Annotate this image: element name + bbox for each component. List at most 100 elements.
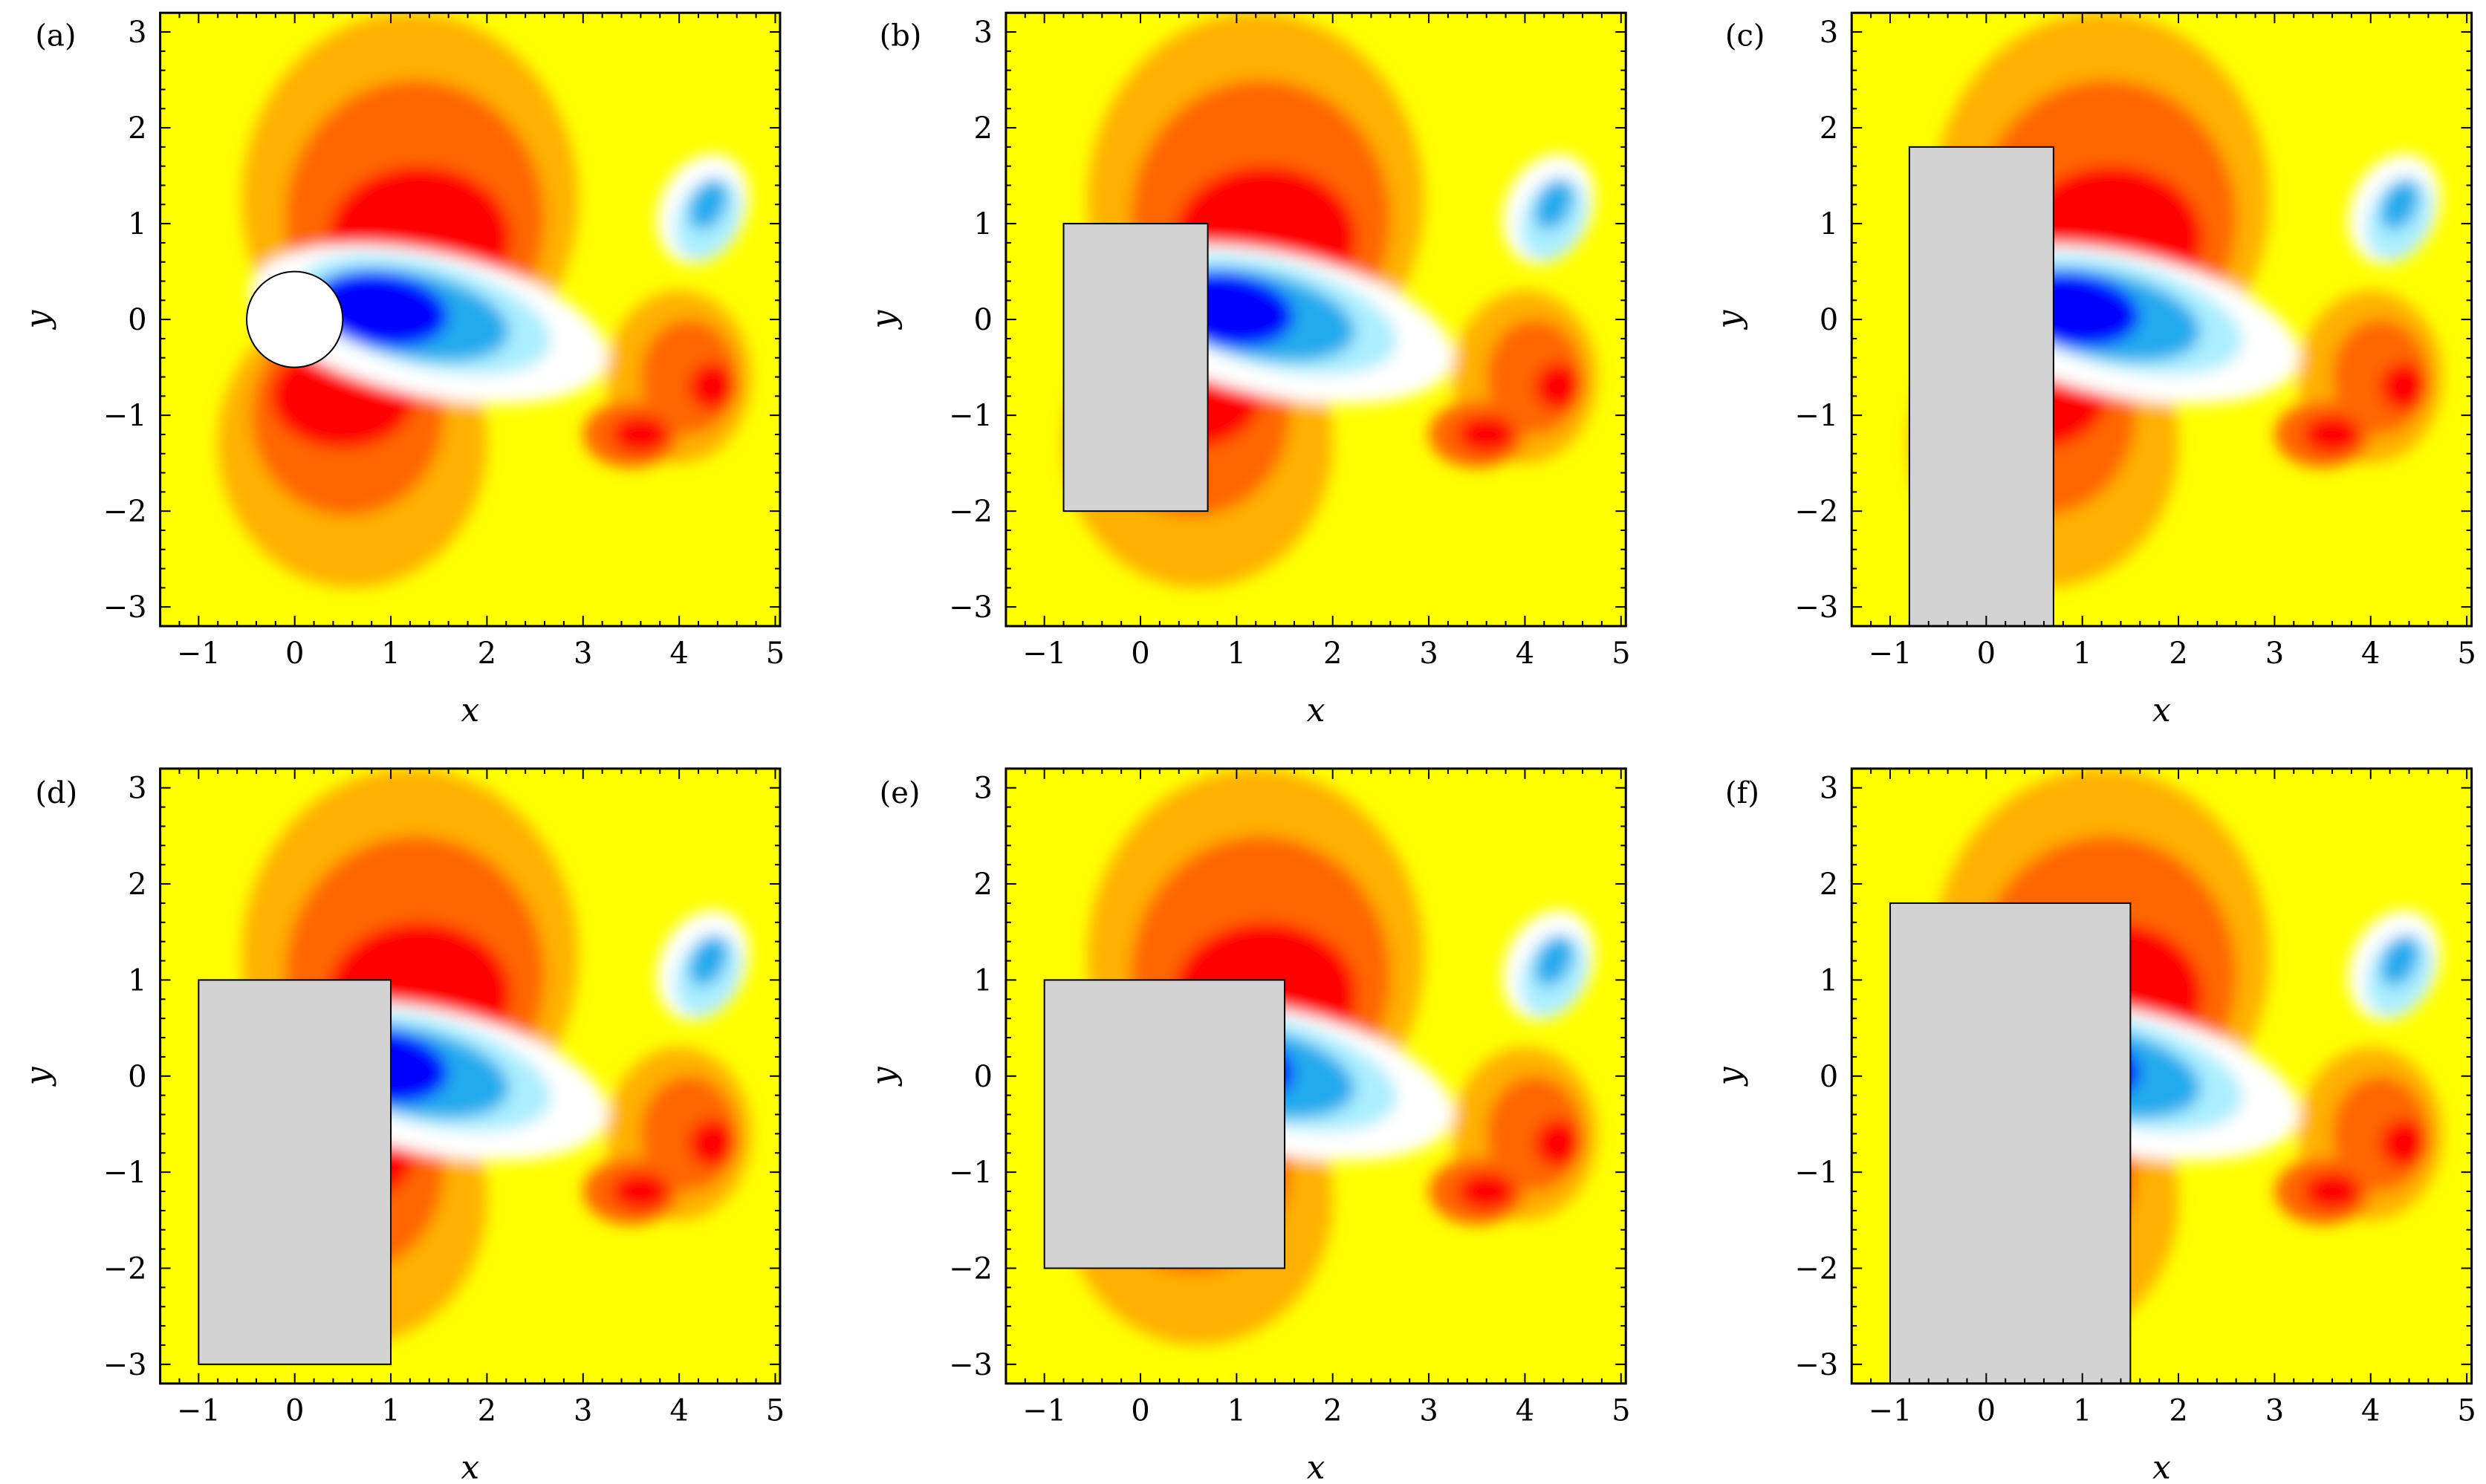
x-tick-label: 0 bbox=[1977, 1394, 1996, 1428]
contour-field bbox=[1851, 768, 2472, 1384]
wake-vortex-core bbox=[2380, 362, 2429, 411]
x-tick-label: 2 bbox=[2169, 1394, 2187, 1428]
x-tick-label: 2 bbox=[478, 1394, 496, 1428]
y-tick-label: 2 bbox=[128, 111, 146, 146]
x-axis-label: x bbox=[461, 691, 479, 729]
wake-vortex-core bbox=[1534, 362, 1583, 411]
vorticity-blobs bbox=[218, 13, 752, 588]
y-axis-label: y bbox=[1710, 310, 1748, 331]
y-tick-label: −1 bbox=[1794, 399, 1838, 433]
y-tick-label: −3 bbox=[103, 1348, 147, 1382]
y-tick-label: 2 bbox=[973, 868, 992, 902]
x-tick-label: −1 bbox=[1869, 1394, 1912, 1428]
x-axis-label: x bbox=[2152, 1449, 2171, 1484]
upper-wake-core bbox=[2380, 179, 2419, 230]
x-axis-label: x bbox=[2152, 691, 2171, 729]
x-tick-label: 2 bbox=[1323, 1394, 1342, 1428]
y-tick-label: −3 bbox=[1794, 590, 1838, 625]
y-tick-label: −2 bbox=[949, 1252, 993, 1286]
panel-label: (d) bbox=[35, 776, 77, 810]
y-axis-label: y bbox=[19, 1066, 57, 1087]
y-tick-label: 3 bbox=[1820, 16, 1838, 50]
tick-marks bbox=[159, 767, 780, 1384]
obstacle-cylinder bbox=[246, 270, 344, 368]
x-tick-label: 2 bbox=[478, 637, 496, 671]
y-tick-label: −2 bbox=[949, 495, 993, 529]
y-tick-label: 0 bbox=[1820, 1060, 1838, 1094]
panel-a: −1 0 1 2 3 4 5 −3 −2 −1 0 1 2 3 x y (a) bbox=[19, 11, 785, 729]
contour-field bbox=[160, 13, 780, 626]
obstacle-block bbox=[1043, 979, 1286, 1269]
y-tick-label: −3 bbox=[103, 590, 147, 625]
x-tick-label: 3 bbox=[1419, 637, 1438, 671]
y-tick-label: 3 bbox=[128, 772, 146, 806]
x-tick-label: 1 bbox=[381, 637, 400, 671]
x-axis-label: x bbox=[1307, 691, 1325, 729]
x-tick-label: 1 bbox=[2073, 637, 2091, 671]
x-tick-label: 1 bbox=[381, 1394, 400, 1428]
x-tick-label: 0 bbox=[1131, 637, 1149, 671]
y-tick-label: 0 bbox=[1820, 303, 1838, 337]
panel-c: −1 0 1 2 3 4 5 −3 −2 −1 0 1 2 3 x y (c) bbox=[1710, 11, 2476, 729]
tick-marks bbox=[1851, 767, 2472, 1384]
wake-vortex-core bbox=[689, 362, 737, 411]
x-tick-label: 4 bbox=[1516, 637, 1534, 671]
x-axis-label: x bbox=[461, 1449, 479, 1484]
contour-field bbox=[1005, 13, 1626, 626]
tick-marks bbox=[1005, 767, 1626, 1384]
tick-marks bbox=[1005, 12, 1626, 627]
upper-wake-core bbox=[1534, 935, 1574, 986]
obstacle-block bbox=[198, 979, 392, 1365]
y-axis-label: y bbox=[19, 310, 57, 331]
x-tick-label: 5 bbox=[766, 637, 785, 671]
y-tick-label: −3 bbox=[949, 1348, 993, 1382]
panel-e: −1 0 1 2 3 4 5 −3 −2 −1 0 1 2 3 x y (e) bbox=[865, 767, 1631, 1484]
y-tick-label: −1 bbox=[103, 1156, 147, 1190]
y-axis-label: y bbox=[865, 310, 903, 331]
y-tick-label: 2 bbox=[973, 111, 992, 146]
x-tick-label: 3 bbox=[2265, 1394, 2284, 1428]
lower-wake-core bbox=[2303, 415, 2361, 454]
contour-field bbox=[1005, 768, 1626, 1384]
y-tick-label: 1 bbox=[973, 963, 992, 998]
x-tick-label: 4 bbox=[669, 1394, 688, 1428]
y-tick-label: 1 bbox=[1820, 963, 1838, 998]
y-tick-label: −2 bbox=[1794, 1252, 1838, 1286]
panel-label: (b) bbox=[880, 19, 922, 53]
y-tick-label: 2 bbox=[1820, 111, 1838, 146]
contour-field bbox=[1851, 13, 2472, 626]
x-tick-label: 0 bbox=[285, 1394, 304, 1428]
obstacle-block bbox=[1908, 146, 2054, 626]
y-tick-label: −2 bbox=[103, 495, 147, 529]
x-tick-label: 4 bbox=[2361, 637, 2380, 671]
y-tick-label: −1 bbox=[949, 1156, 993, 1190]
y-tick-label: 3 bbox=[973, 772, 992, 806]
x-tick-label: −1 bbox=[177, 1394, 221, 1428]
y-tick-label: 0 bbox=[973, 1060, 992, 1094]
x-tick-label: −1 bbox=[1022, 1394, 1066, 1428]
x-tick-label: 2 bbox=[1323, 637, 1342, 671]
lower-wake-core bbox=[611, 415, 670, 454]
x-axis-label: x bbox=[1307, 1449, 1325, 1484]
panel-label: (a) bbox=[35, 19, 76, 53]
x-tick-label: 1 bbox=[2073, 1394, 2091, 1428]
x-tick-label: 5 bbox=[2457, 637, 2476, 671]
x-tick-label: 1 bbox=[1227, 1394, 1246, 1428]
x-tick-label: 3 bbox=[1419, 1394, 1438, 1428]
x-tick-label: 0 bbox=[285, 637, 304, 671]
panel-d: −1 0 1 2 3 4 5 −3 −2 −1 0 1 2 3 x y (d) bbox=[19, 767, 785, 1484]
obstacle-block bbox=[1062, 223, 1209, 512]
wake-negative-core bbox=[314, 273, 449, 348]
lower-wake-core bbox=[1457, 1172, 1516, 1211]
y-tick-label: −2 bbox=[103, 1252, 147, 1286]
x-tick-label: 0 bbox=[1977, 637, 1996, 671]
x-tick-label: 0 bbox=[1131, 1394, 1149, 1428]
x-tick-label: 1 bbox=[1227, 637, 1246, 671]
y-axis-label: y bbox=[1710, 1066, 1748, 1087]
panel-label: (c) bbox=[1725, 19, 1765, 53]
panel-label: (f) bbox=[1725, 776, 1759, 810]
panel-f: −1 0 1 2 3 4 5 −3 −2 −1 0 1 2 3 x y (f) bbox=[1710, 767, 2476, 1484]
tick-marks bbox=[159, 12, 780, 627]
x-tick-label: 4 bbox=[1516, 1394, 1534, 1428]
